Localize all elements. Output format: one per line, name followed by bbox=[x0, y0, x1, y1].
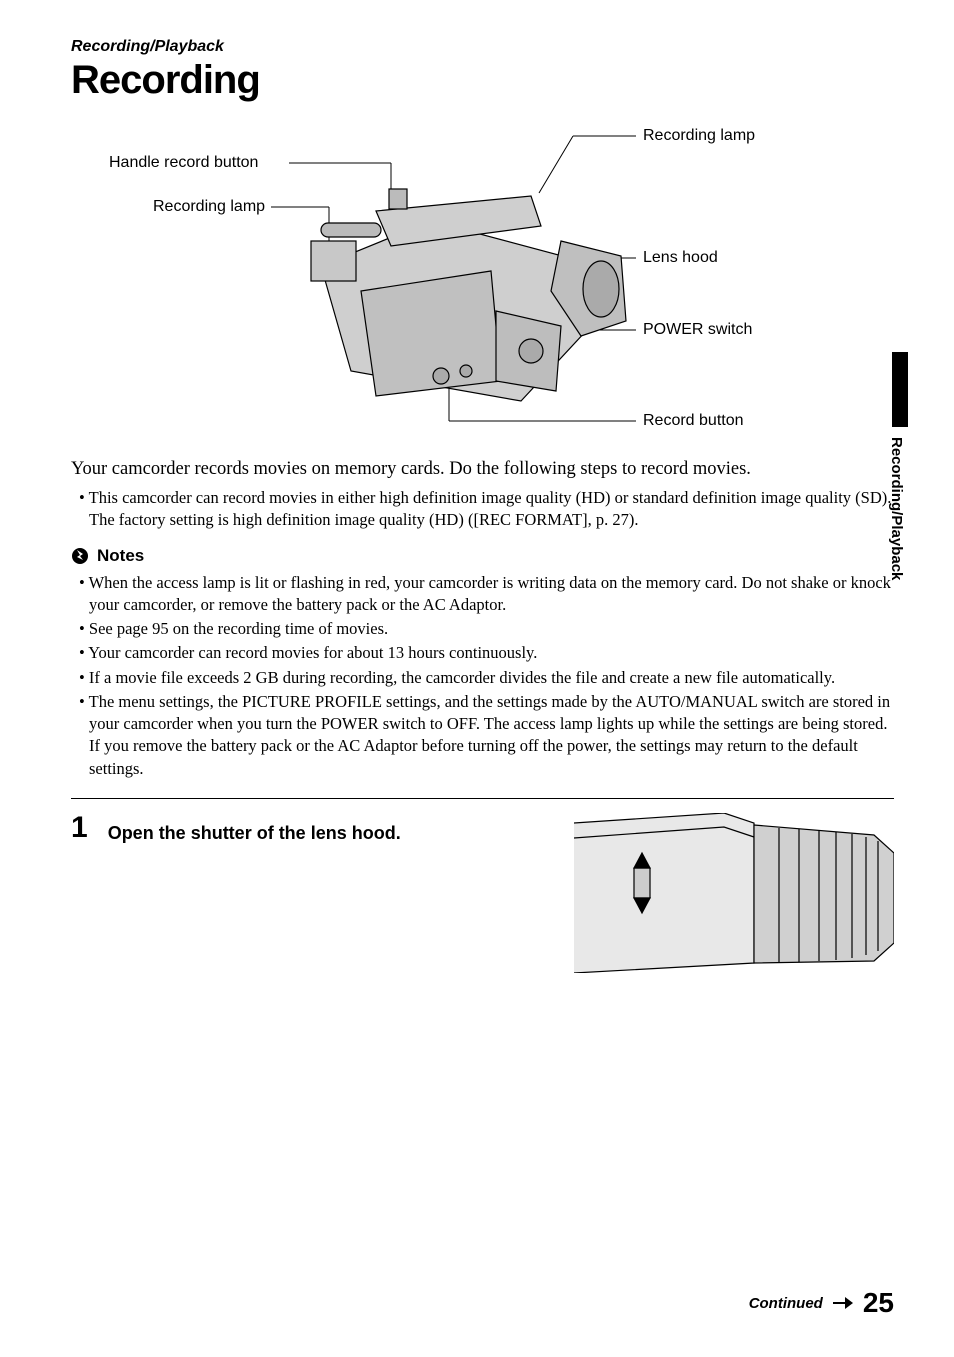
intro-sub-text: This camcorder can record movies in eith… bbox=[89, 488, 892, 529]
step-1: 1 Open the shutter of the lens hood. bbox=[71, 813, 894, 973]
notes-heading-text: Notes bbox=[97, 546, 144, 566]
lens-hood-illustration bbox=[574, 813, 894, 973]
intro-sub-bullet: • This camcorder can record movies in ei… bbox=[71, 487, 894, 532]
camcorder-diagram: Handle record button Recording lamp Reco… bbox=[71, 121, 851, 441]
step-text: Open the shutter of the lens hood. bbox=[108, 813, 554, 844]
note-item: The menu settings, the PICTURE PROFILE s… bbox=[71, 691, 894, 780]
note-item: Your camcorder can record movies for abo… bbox=[71, 642, 894, 664]
camcorder-illustration bbox=[281, 171, 641, 431]
side-tab: Recording/Playback bbox=[890, 352, 912, 652]
notes-heading: Notes bbox=[71, 546, 894, 566]
page-footer: Continued 25 bbox=[749, 1287, 894, 1319]
breadcrumb: Recording/Playback bbox=[71, 38, 894, 56]
continued-label: Continued bbox=[749, 1295, 823, 1312]
notes-icon bbox=[71, 547, 89, 565]
notes-list: When the access lamp is lit or flashing … bbox=[71, 572, 894, 780]
intro-text: Your camcorder records movies on memory … bbox=[71, 457, 894, 481]
page-title: Recording bbox=[71, 58, 894, 103]
side-tab-marker bbox=[892, 352, 908, 427]
note-item: See page 95 on the recording time of mov… bbox=[71, 618, 894, 640]
section-divider bbox=[71, 798, 894, 799]
note-item: When the access lamp is lit or flashing … bbox=[71, 572, 894, 617]
step-number: 1 bbox=[71, 813, 88, 843]
page-number: 25 bbox=[863, 1287, 894, 1319]
side-tab-text: Recording/Playback bbox=[888, 437, 905, 580]
arrow-right-icon bbox=[833, 1296, 853, 1310]
note-item: If a movie file exceeds 2 GB during reco… bbox=[71, 667, 894, 689]
